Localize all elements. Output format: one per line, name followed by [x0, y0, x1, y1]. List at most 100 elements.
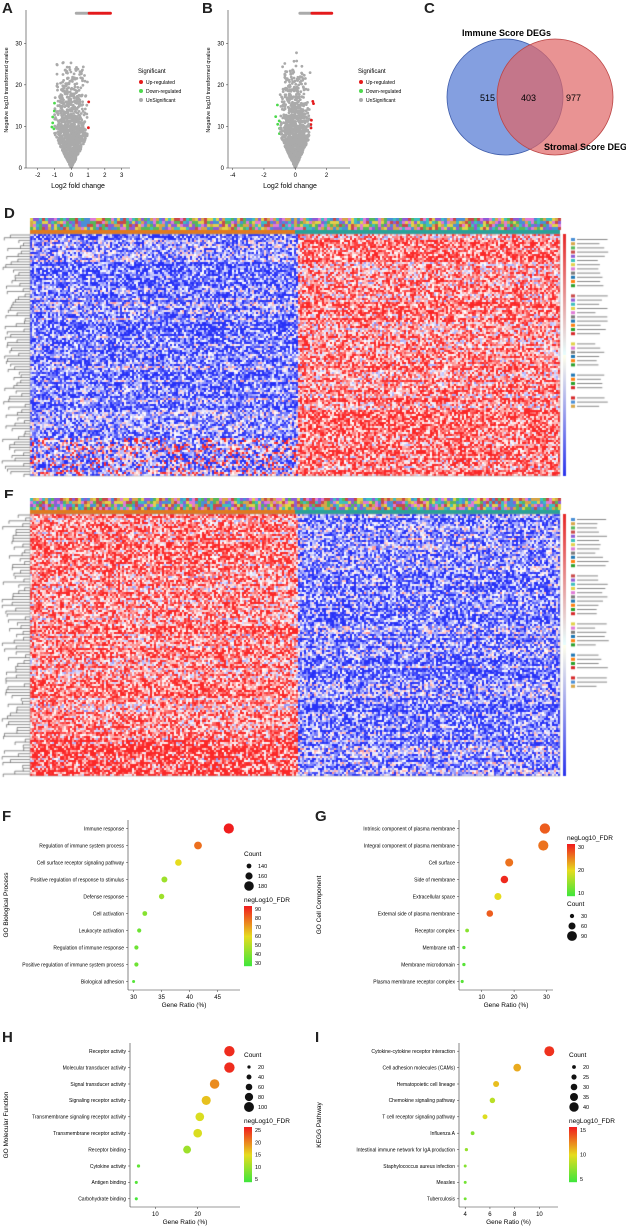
- volcano-point: [75, 125, 79, 129]
- volcano-point: [53, 113, 56, 117]
- volcano-point: [71, 107, 75, 111]
- volcano-point: [79, 86, 83, 90]
- color-legend-label: 20: [255, 1140, 261, 1146]
- color-legend-swatch: [569, 1152, 577, 1154]
- legend-down-marker: [359, 89, 363, 93]
- volcano-point: [293, 123, 297, 126]
- volcano-point: [81, 109, 85, 113]
- volcano-point: [76, 146, 80, 150]
- dot-point: [486, 910, 494, 917]
- color-legend-swatch: [244, 1160, 252, 1162]
- volcano-point: [55, 82, 59, 86]
- color-legend-swatch: [569, 1131, 577, 1133]
- color-legend-swatch: [244, 938, 252, 940]
- volcano-point: [77, 110, 81, 113]
- volcano-point: [69, 61, 73, 65]
- volcano-point: [286, 131, 290, 135]
- volcano-point: [304, 77, 307, 80]
- volcano-point: [283, 73, 287, 77]
- volcano-point: [290, 104, 293, 108]
- color-legend-swatch: [244, 1180, 252, 1182]
- color-legend-swatch: [244, 1145, 252, 1147]
- volcano-point: [290, 130, 294, 134]
- volcano-point: [301, 144, 305, 148]
- color-legend-swatch: [244, 1137, 252, 1139]
- venn-stromal-circle: [496, 38, 614, 156]
- size-legend-dot: [246, 1074, 252, 1080]
- category-label: Extracellular space: [413, 894, 455, 900]
- dot-point: [161, 876, 168, 883]
- volcano-point: [55, 84, 59, 88]
- volcano-point: [61, 146, 65, 149]
- volcano-point: [293, 116, 297, 120]
- dot-point: [134, 1180, 138, 1184]
- dot-point: [462, 945, 466, 950]
- x-tick-label: -2: [35, 173, 41, 179]
- color-legend-swatch: [244, 1169, 252, 1171]
- volcano-point: [85, 103, 89, 107]
- color-legend-swatch: [244, 1136, 252, 1138]
- dot-point: [463, 1180, 467, 1184]
- volcano-point: [62, 112, 66, 115]
- dot-point: [224, 1062, 235, 1073]
- size-legend-title: Count: [244, 851, 262, 858]
- color-legend-swatch: [569, 1128, 577, 1130]
- volcano-point: [68, 68, 72, 71]
- color-legend-swatch: [244, 937, 252, 939]
- volcano-point: [290, 82, 294, 85]
- color-legend-swatch: [244, 1144, 252, 1146]
- color-legend-swatch: [569, 1133, 577, 1135]
- volcano-point: [299, 82, 303, 86]
- x-ticks: -4 -2 0 2: [230, 168, 329, 179]
- dot-point: [464, 1147, 469, 1152]
- dot-point: [500, 875, 509, 884]
- size-legend-label: 25: [583, 1075, 589, 1081]
- color-legend-swatch: [567, 869, 575, 871]
- volcano-point: [55, 135, 59, 139]
- venn-diagram: Immune Score DEGs Stromal Score DEGs 515…: [446, 28, 626, 156]
- y-tick-label: 0: [19, 166, 23, 172]
- volcano-point: [294, 108, 298, 111]
- volcano-point: [281, 97, 284, 101]
- volcano-point: [66, 77, 69, 80]
- category-label: Signaling receptor activity: [69, 1098, 126, 1104]
- color-legend-swatch: [569, 1138, 577, 1140]
- volcano-point: [295, 129, 298, 133]
- volcano-point: [78, 102, 82, 105]
- volcano-point: [289, 156, 293, 160]
- category-label: Measles: [436, 1180, 455, 1186]
- color-legend-swatch: [569, 1149, 577, 1151]
- volcano-point: [56, 119, 60, 123]
- color-legend-swatch: [569, 1129, 577, 1131]
- volcano-point: [62, 89, 66, 93]
- volcano-point: [73, 147, 77, 150]
- x-tick-label: 3: [120, 173, 124, 179]
- color-legend-swatch: [569, 1158, 577, 1160]
- volcano-point: [303, 112, 307, 116]
- x-tick-label: 2: [103, 173, 107, 179]
- size-legend-label: 20: [583, 1065, 589, 1071]
- y-tick-label: 30: [217, 41, 224, 47]
- color-legend-swatch: [567, 874, 575, 876]
- color-legend-label: 15: [255, 1153, 261, 1159]
- category-label: Cytokine-cytokine receptor interaction: [371, 1049, 455, 1055]
- volcano-point: [83, 134, 87, 137]
- volcano-point: [79, 147, 82, 151]
- color-legend-swatch: [567, 867, 575, 869]
- volcano-point: [301, 148, 305, 152]
- volcano-point: [67, 144, 71, 148]
- volcano-point: [301, 85, 305, 89]
- volcano-point: [69, 87, 73, 91]
- color-legend-swatch: [567, 861, 575, 863]
- color-legend-swatch: [567, 889, 575, 891]
- color-legend-swatch: [244, 1166, 252, 1168]
- size-legend-label: 40: [258, 1075, 264, 1081]
- category-label: Side of membrane: [414, 877, 455, 883]
- color-legend-swatch: [244, 912, 252, 914]
- volcano-plot-a: -2 -1 0 1 2 3 0 10 20 30 Log2 fold change Negati…: [4, 10, 182, 190]
- color-legend-label: 80: [255, 916, 261, 922]
- dot-point: [183, 1145, 192, 1154]
- volcano-point: [283, 80, 287, 84]
- volcano-point: [287, 129, 290, 133]
- volcano-point: [73, 85, 77, 89]
